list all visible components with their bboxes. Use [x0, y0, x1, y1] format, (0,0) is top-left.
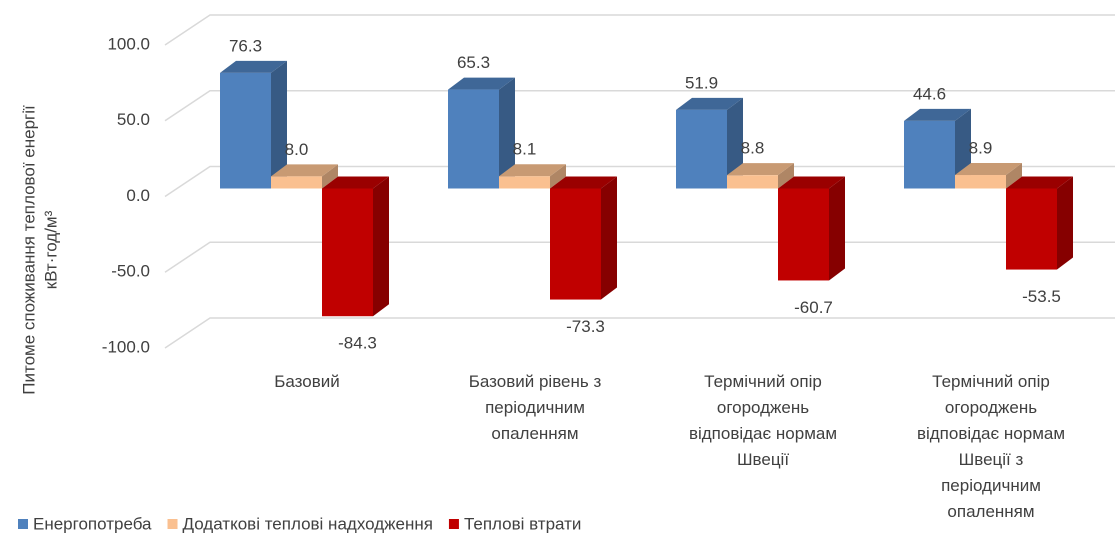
- x-tick-label-line: огороджень: [717, 398, 809, 417]
- x-tick-label-line: Швеції: [737, 450, 789, 469]
- bar-top: [1006, 176, 1073, 189]
- grid-line: [164, 90, 1115, 122]
- y-tick-label: -50.0: [111, 262, 150, 281]
- bar-side: [727, 97, 743, 189]
- bar: [904, 120, 955, 189]
- data-label: 8.0: [285, 140, 309, 159]
- bar-top: [778, 176, 845, 189]
- bar-side: [322, 164, 338, 189]
- bar: [1006, 188, 1057, 270]
- bar-top: [904, 108, 971, 121]
- x-tick-label-line: Базовий: [274, 372, 340, 391]
- bar-side: [271, 60, 287, 189]
- x-tick-label: Базовий: [274, 372, 340, 391]
- bar-side: [373, 176, 389, 317]
- bar-side: [829, 176, 845, 281]
- bar: [271, 176, 322, 189]
- bar-top: [220, 60, 287, 73]
- bar-side: [1006, 163, 1022, 189]
- y-axis-title: Питоме споживання теплової енергії кВт·г…: [19, 105, 60, 395]
- data-label: 8.9: [969, 139, 993, 158]
- x-tick-label-line: опаленням: [947, 502, 1034, 521]
- data-label: 44.6: [913, 84, 946, 103]
- bar-top: [448, 77, 515, 90]
- bar: [448, 89, 499, 189]
- y-tick-label: 0.0: [126, 186, 150, 205]
- bar-side: [601, 176, 617, 300]
- bar-side: [778, 163, 794, 189]
- bar: [778, 188, 829, 281]
- legend-label: Енергопотреба: [33, 514, 152, 533]
- x-tick-label: Базовий рівень з періодичним опаленням: [469, 372, 602, 443]
- x-tick-label-line: періодичним: [485, 398, 585, 417]
- grid-line: [164, 317, 1115, 349]
- x-tick-label-line: періодичним: [941, 476, 1041, 495]
- x-tick-label-line: відповідає нормам: [689, 424, 837, 443]
- y-axis-title-line: кВт·год/м³: [41, 210, 60, 289]
- legend-swatch: [18, 519, 28, 529]
- y-tick-label: -100.0: [102, 337, 150, 356]
- bar: [220, 72, 271, 189]
- bar-top: [550, 176, 617, 189]
- bar-top: [727, 163, 794, 176]
- x-tick-label-line: опаленням: [491, 424, 578, 443]
- data-label: -60.7: [794, 298, 833, 317]
- bar-side: [1057, 176, 1073, 270]
- bar: [727, 175, 778, 189]
- grid-line: [164, 14, 1115, 46]
- bar: [550, 188, 601, 300]
- grid-line: [164, 241, 1115, 273]
- bar-top: [499, 164, 566, 177]
- data-label: 51.9: [685, 73, 718, 92]
- y-tick-label: 50.0: [117, 110, 150, 129]
- grid-line: [164, 165, 1115, 198]
- x-tick-label: Термічний опір огороджень відповідає норма…: [689, 372, 837, 469]
- legend-swatch: [448, 519, 459, 529]
- bar: [499, 176, 550, 189]
- bar-top: [322, 176, 389, 189]
- bar: [955, 175, 1006, 189]
- x-tick-label-line: Термічний опір: [704, 372, 822, 391]
- legend-swatch: [167, 519, 178, 529]
- bar: [322, 188, 373, 317]
- bar-top: [955, 163, 1022, 176]
- data-label: 65.3: [457, 53, 490, 72]
- bar-side: [499, 77, 515, 189]
- x-tick-label-line: Швеції з: [959, 450, 1024, 469]
- x-tick-label-line: огороджень: [945, 398, 1037, 417]
- x-tick-label-line: відповідає нормам: [917, 424, 1065, 443]
- data-label: -53.5: [1022, 287, 1061, 306]
- x-tick-label-line: Базовий рівень з: [469, 372, 602, 391]
- bar-top: [271, 164, 338, 177]
- data-label: -73.3: [566, 317, 605, 336]
- legend-label: Теплові втрати: [464, 514, 581, 533]
- bar-top: [676, 97, 743, 110]
- data-label: -84.3: [338, 334, 377, 353]
- data-label: 8.1: [513, 140, 537, 159]
- data-label: 8.8: [741, 139, 765, 158]
- x-tick-label: Термічний опір огороджень відповідає норма…: [917, 372, 1065, 521]
- data-label: 76.3: [229, 36, 262, 55]
- legend-label: Додаткові теплові надходження: [183, 514, 433, 533]
- bar-side: [550, 164, 566, 189]
- y-tick-label: 100.0: [107, 34, 150, 53]
- x-tick-label-line: Термічний опір: [932, 372, 1050, 391]
- bar: [676, 109, 727, 189]
- y-axis-title-line: Питоме споживання теплової енергії: [19, 105, 38, 395]
